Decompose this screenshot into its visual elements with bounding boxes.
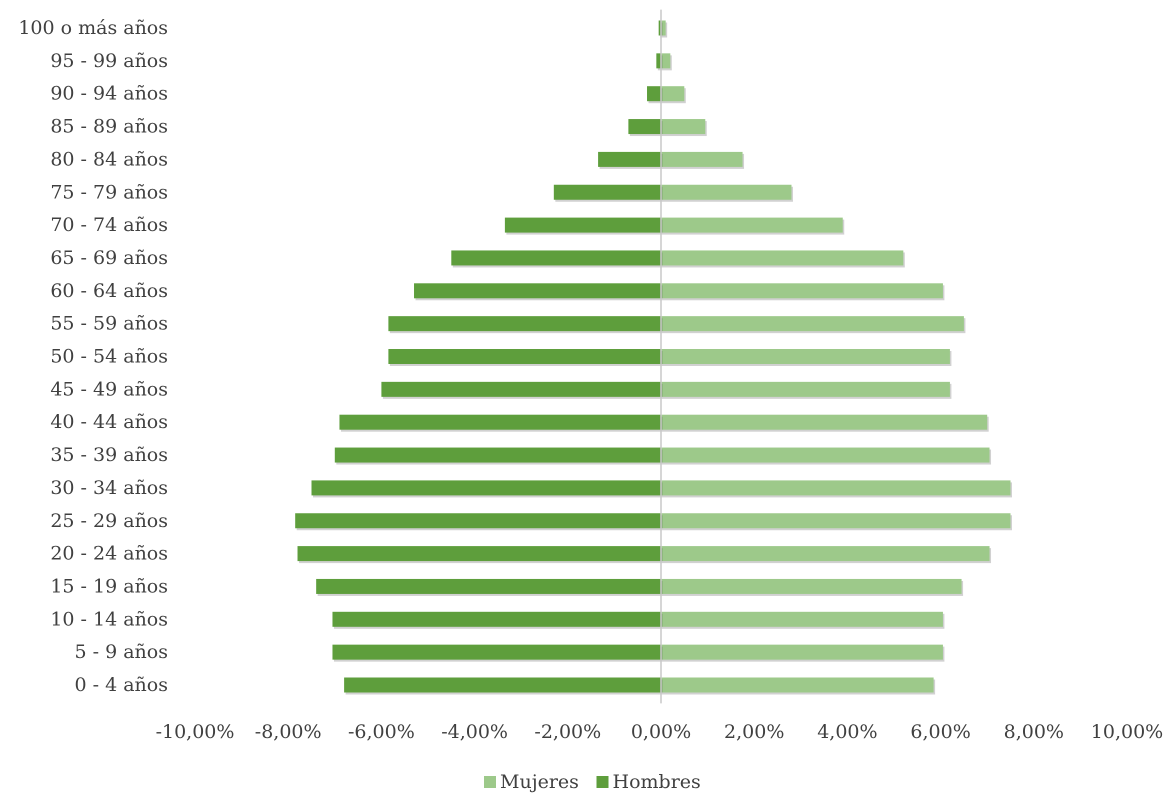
bar-mujeres (661, 578, 962, 594)
category-label: 100 o más años (18, 17, 168, 39)
category-labels: 100 o más años 95 - 99 años 90 - 94 años 85… (18, 17, 168, 696)
legend-swatch-hombres (596, 776, 609, 788)
bar-hombres (334, 447, 661, 463)
category-label: 95 - 99 años (50, 50, 168, 72)
bar-mujeres (661, 184, 792, 200)
category-label: 10 - 14 años (50, 608, 168, 630)
category-label: 20 - 24 años (50, 543, 168, 565)
bar-mujeres (661, 414, 988, 430)
bar-mujeres (661, 316, 964, 332)
x-tick-label: -4,00% (441, 721, 508, 743)
bar-mujeres (661, 151, 743, 167)
bar-hombres (598, 151, 661, 167)
bar-hombres (414, 283, 661, 299)
bar-mujeres (661, 480, 1011, 496)
bar-mujeres (661, 86, 685, 102)
bar-mujeres (661, 546, 990, 562)
bar-hombres (381, 381, 661, 397)
bar-mujeres (661, 381, 950, 397)
bar-mujeres (661, 349, 950, 364)
bar-mujeres (661, 217, 843, 233)
bar-hombres (451, 250, 661, 266)
category-label: 80 - 84 años (50, 148, 168, 170)
category-label: 50 - 54 años (50, 346, 168, 368)
bar-hombres (311, 480, 661, 496)
legend-label-mujeres: Mujeres (500, 771, 579, 793)
category-label: 25 - 29 años (50, 510, 168, 532)
category-label: 90 - 94 años (50, 83, 168, 105)
category-label: 30 - 34 años (50, 477, 168, 499)
bar-hombres (344, 677, 661, 693)
x-tick-label: -10,00% (156, 721, 235, 743)
legend-label-hombres: Hombres (613, 771, 701, 793)
bar-mujeres (661, 119, 706, 135)
x-tick-label: -8,00% (255, 721, 322, 743)
bar-mujeres (661, 677, 934, 693)
category-label: 5 - 9 años (75, 641, 168, 663)
bar-mujeres (661, 283, 943, 299)
bar-hombres (628, 119, 661, 135)
bar-hombres (656, 53, 661, 69)
x-tick-label: 2,00% (724, 721, 784, 743)
x-tick-label: 4,00% (817, 721, 877, 743)
bar-hombres (295, 513, 661, 529)
x-tick-labels: -10,00% -8,00% -6,00% -4,00% -2,00% 0,00% 2,00… (156, 721, 1164, 743)
bar-hombres (316, 578, 661, 594)
legend: Mujeres Hombres (484, 771, 701, 793)
bar-hombres (658, 20, 661, 36)
bar-hombres (647, 86, 661, 102)
x-tick-label: 0,00% (631, 721, 691, 743)
bar-hombres (332, 611, 661, 627)
bar-mujeres (661, 513, 1011, 529)
bar-hombres (297, 546, 661, 562)
bar-hombres (553, 184, 661, 200)
category-label: 65 - 69 años (50, 247, 168, 269)
bar-mujeres (661, 53, 671, 69)
bar-mujeres (661, 447, 990, 463)
category-label: 75 - 79 años (50, 181, 168, 203)
category-label: 40 - 44 años (50, 411, 168, 433)
x-tick-label: -6,00% (348, 721, 415, 743)
x-tick-label: 10,00% (1091, 721, 1163, 743)
bar-hombres (332, 644, 661, 660)
category-label: 45 - 49 años (50, 378, 168, 400)
legend-swatch-mujeres (484, 776, 496, 788)
bars-group (295, 20, 1012, 695)
category-label: 55 - 59 años (50, 313, 168, 335)
x-tick-label: 8,00% (1004, 721, 1064, 743)
bar-hombres (339, 414, 661, 430)
bar-hombres (388, 349, 661, 364)
category-label: 35 - 39 años (50, 444, 168, 466)
bar-mujeres (661, 611, 943, 627)
bar-hombres (504, 217, 661, 233)
x-tick-label: -2,00% (534, 721, 601, 743)
category-label: 60 - 64 años (50, 280, 168, 302)
category-label: 0 - 4 años (75, 674, 168, 696)
x-tick-label: 6,00% (910, 721, 970, 743)
category-label: 15 - 19 años (50, 575, 168, 597)
bar-mujeres (661, 20, 666, 36)
category-label: 70 - 74 años (50, 214, 168, 236)
bar-mujeres (661, 250, 904, 266)
bar-mujeres (661, 644, 943, 660)
bar-hombres (388, 316, 661, 332)
category-label: 85 - 89 años (50, 116, 168, 138)
